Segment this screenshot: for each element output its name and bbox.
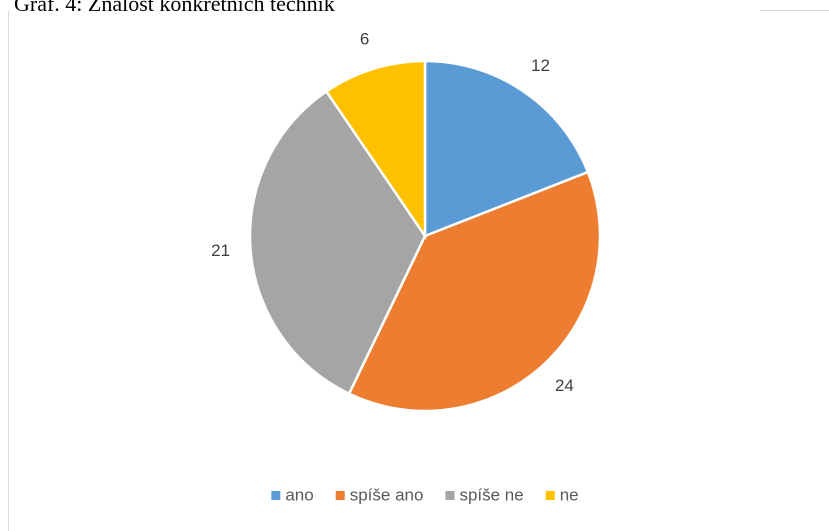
data-label: 12 xyxy=(531,56,550,75)
legend-label: spíše ano xyxy=(350,485,424,504)
legend-swatch xyxy=(335,491,345,500)
title-background xyxy=(0,0,760,11)
pie-slice xyxy=(423,59,590,238)
data-label: 24 xyxy=(555,376,574,395)
pie-slice xyxy=(324,59,427,241)
data-label: 6 xyxy=(360,30,369,49)
legend-label: spíše ne xyxy=(459,485,523,504)
legend-swatch xyxy=(445,491,455,500)
legend-label: ano xyxy=(285,485,313,504)
legend-label: ne xyxy=(560,485,579,504)
data-label: 21 xyxy=(211,241,230,260)
legend-swatch xyxy=(271,491,281,500)
pie-slice xyxy=(347,170,602,413)
pie-slice xyxy=(248,89,427,396)
legend-swatch xyxy=(545,491,555,500)
chart-title: Graf. 4: Znalost konkrétních technik xyxy=(14,0,335,16)
